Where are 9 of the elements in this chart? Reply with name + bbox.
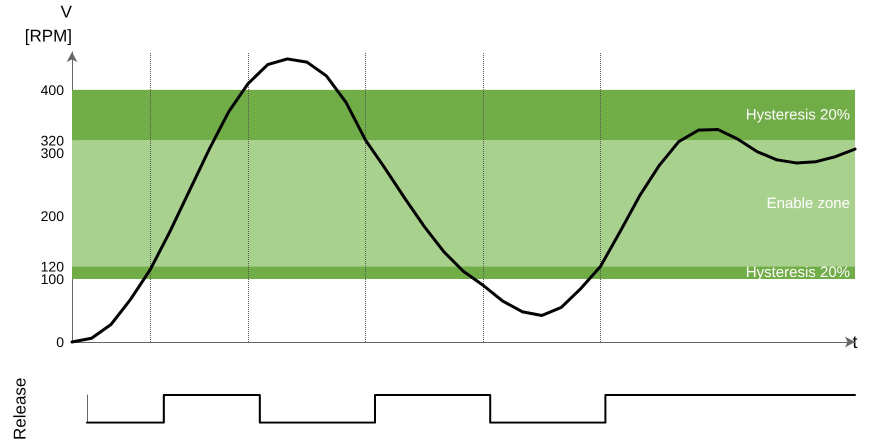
band-label: Enable zone xyxy=(766,194,850,212)
y-tick-label: 0 xyxy=(56,334,64,350)
y-tick-label: 400 xyxy=(40,82,64,98)
y-tick-label: 200 xyxy=(40,208,64,224)
band-label: Hysteresis 20% xyxy=(746,106,850,124)
y-axis-title: V [RPM] xyxy=(24,2,73,46)
x-axis-title: t xyxy=(852,332,858,352)
y-axis-title: Release xyxy=(10,378,30,440)
band-label: Hysteresis 20% xyxy=(746,264,850,282)
